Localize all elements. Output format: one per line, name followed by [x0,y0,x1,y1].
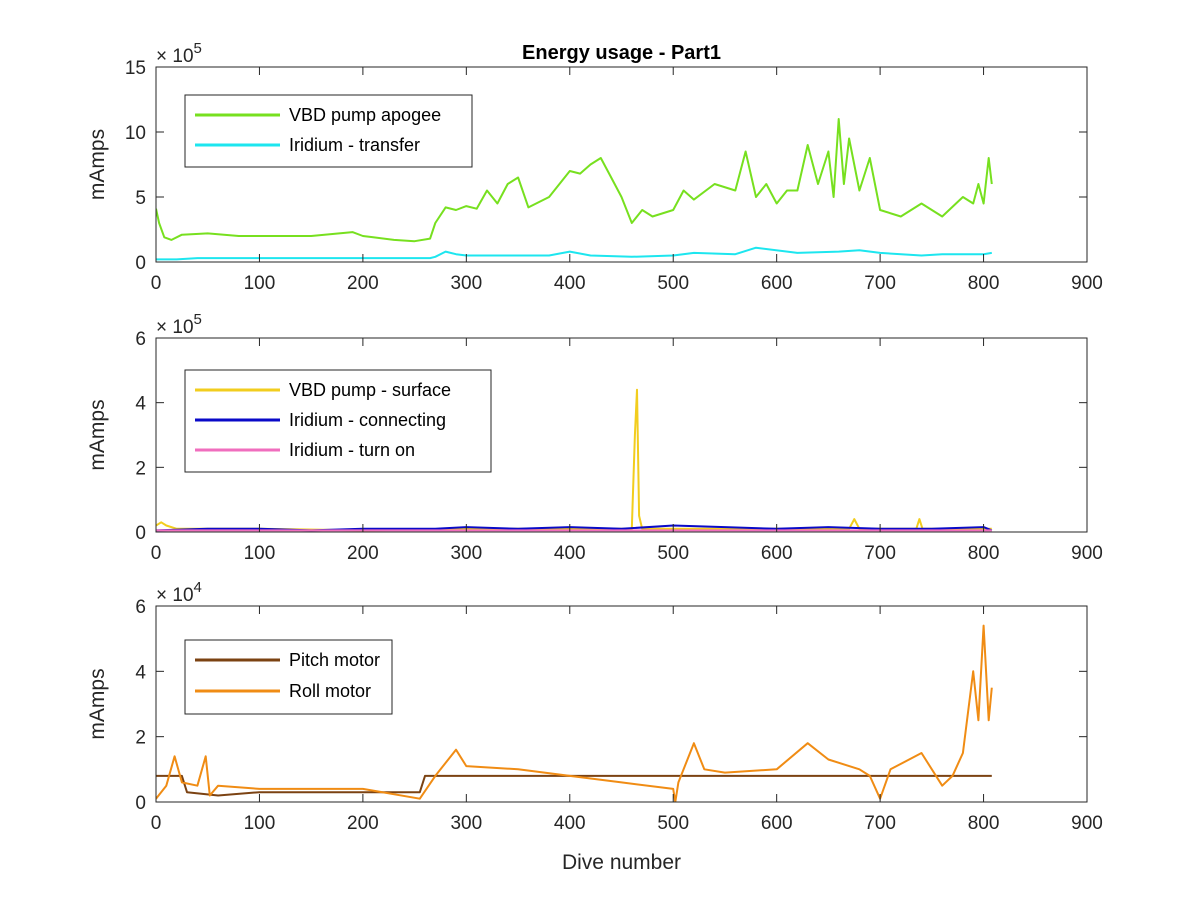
y-tick-label: 2 [135,728,146,749]
legend-entry-label: VBD pump - surface [289,380,451,400]
axes-box [155,66,1088,263]
y-tick-label: 4 [135,662,146,683]
legend-entry-label: VBD pump apogee [289,105,441,125]
y-tick-label: 2 [135,458,146,479]
legend-entry-label: Iridium - transfer [289,135,420,155]
legend-entry-label: Iridium - turn on [289,440,415,460]
y-tick-label: 0 [135,793,146,814]
series-line-iridium-transfer [156,246,992,261]
series-group [156,118,993,261]
x-tick-label: 300 [450,813,482,834]
y-tick-label: 5 [135,188,146,209]
y-tick-label: 6 [135,597,146,618]
legend-entry-label: Pitch motor [289,650,380,670]
series-line-vbd-pump-apogee [156,118,993,243]
exponent-power: 5 [194,40,202,57]
x-tick-label: 0 [151,273,162,294]
x-tick-label: 100 [244,273,276,294]
x-tick-label: 800 [968,543,1000,564]
axes-box [155,337,1088,533]
y-tick-label: 0 [135,253,146,274]
y-tick-label: 15 [125,58,146,79]
y-tick-label: 6 [135,329,146,350]
x-tick-label: 700 [864,813,896,834]
legend-box [184,94,473,168]
y-tick-label: 4 [135,394,146,415]
x-tick-label: 400 [554,813,586,834]
legend: VBD pump apogee Iridium - transfer [184,94,473,168]
x-tick-label: 300 [450,273,482,294]
series-line-pitch-motor [156,774,992,797]
x-tick-label: 900 [1071,273,1103,294]
chart-title: Energy usage - Part1 [522,42,721,64]
chart-panel-2: 0 100 200 300 400 500 600 700 800 900 0 2 4 6 × 105 mAm… [86,311,1103,564]
x-tick-label: 700 [864,273,896,294]
x-tick-label: 100 [244,813,276,834]
y-axis-exponent: × 105 [156,311,202,338]
y-axis-label: mAmps [86,129,109,200]
x-tick-label: 200 [347,543,379,564]
exponent-base: × 10 [156,317,194,338]
y-tick-label: 10 [125,123,146,144]
x-tick-label: 300 [450,543,482,564]
y-tick-label: 0 [135,523,146,544]
x-tick-label: 600 [761,813,793,834]
x-tick-label: 200 [347,813,379,834]
x-tick-label: 500 [657,543,689,564]
x-tick-label: 200 [347,273,379,294]
y-axis-label: mAmps [86,399,109,470]
exponent-power: 5 [194,311,202,328]
x-tick-label: 100 [244,543,276,564]
x-tick-label: 900 [1071,813,1103,834]
legend-entry-label: Iridium - connecting [289,410,446,430]
exponent-base: × 10 [156,585,194,606]
x-tick-label: 800 [968,273,1000,294]
x-tick-label: 700 [864,543,896,564]
series-line-roll-motor [156,624,993,802]
axes-box [155,605,1088,803]
series-group [156,624,993,802]
x-tick-label: 800 [968,813,1000,834]
legend-entry-label: Roll motor [289,681,371,701]
x-tick-label: 400 [554,273,586,294]
y-axis-exponent: × 105 [156,40,202,67]
y-axis-exponent: × 104 [156,579,202,606]
y-axis-label: mAmps [86,668,109,739]
x-axis-label: Dive number [562,851,681,874]
x-tick-label: 0 [151,813,162,834]
legend: Pitch motor Roll motor [184,639,393,715]
legend: VBD pump - surface Iridium - connecting Ir… [184,369,492,473]
x-tick-label: 400 [554,543,586,564]
x-tick-label: 600 [761,543,793,564]
x-tick-label: 900 [1071,543,1103,564]
x-tick-label: 0 [151,543,162,564]
exponent-power: 4 [194,579,202,596]
x-tick-label: 600 [761,273,793,294]
x-tick-label: 500 [657,273,689,294]
x-tick-label: 500 [657,813,689,834]
exponent-base: × 10 [156,46,194,67]
legend-box [184,639,393,715]
